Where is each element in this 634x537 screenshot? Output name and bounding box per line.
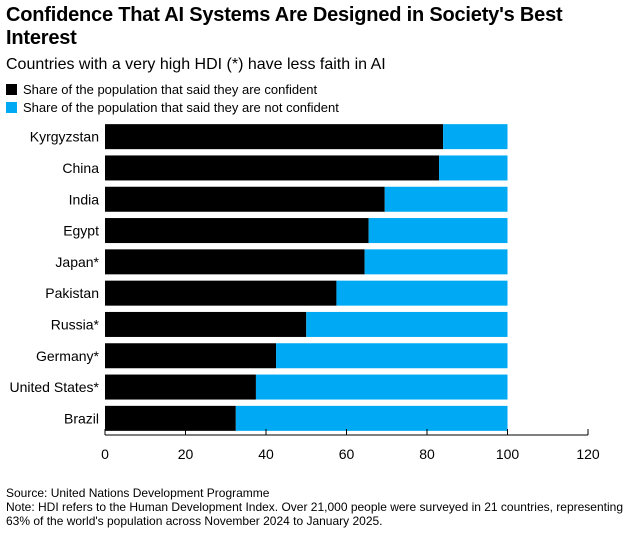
bar-confident — [105, 405, 236, 431]
legend-item-confident: Share of the population that said they a… — [6, 80, 339, 98]
x-tick-label: 60 — [339, 446, 355, 462]
bar-not-confident — [336, 280, 508, 306]
bar-not-confident — [364, 249, 508, 275]
category-label: Kyrgyzstan — [30, 129, 99, 145]
bar-not-confident — [306, 311, 508, 337]
category-label: China — [62, 160, 99, 176]
legend-item-not-confident: Share of the population that said they a… — [6, 98, 339, 116]
bar-not-confident — [255, 374, 508, 400]
legend-swatch-not-confident — [6, 101, 17, 113]
legend: Share of the population that said they a… — [6, 80, 339, 116]
bar-confident — [105, 186, 385, 212]
legend-label-confident: Share of the population that said they a… — [23, 81, 318, 97]
bar-confident — [105, 155, 440, 181]
bar-not-confident — [384, 186, 508, 212]
x-tick-label: 80 — [419, 446, 435, 462]
x-tick-label: 20 — [178, 446, 194, 462]
category-label: Egypt — [63, 223, 99, 239]
category-label: Germany* — [36, 348, 100, 364]
category-label: Pakistan — [45, 285, 99, 301]
bar-confident — [105, 249, 365, 275]
source-note: Source: United Nations Development Progr… — [6, 486, 270, 500]
category-label: Russia* — [51, 316, 100, 332]
x-tick-label: 120 — [576, 446, 600, 462]
bar-confident — [105, 311, 307, 337]
footer: Source: United Nations Development Progr… — [6, 486, 630, 528]
bar-not-confident — [276, 343, 508, 369]
legend-label-not-confident: Share of the population that said they a… — [23, 99, 339, 115]
x-tick-label: 40 — [258, 446, 274, 462]
methodology-note: Note: HDI refers to the Human Developmen… — [6, 500, 623, 528]
category-label: Brazil — [64, 410, 99, 426]
bar-not-confident — [443, 124, 508, 150]
bar-confident — [105, 374, 256, 400]
legend-swatch-confident — [6, 83, 17, 95]
bar-confident — [105, 280, 337, 306]
category-label: India — [69, 191, 100, 207]
x-tick-label: 0 — [101, 446, 109, 462]
category-label: Japan* — [55, 254, 99, 270]
x-tick-label: 100 — [496, 446, 520, 462]
chart-title: Confidence That AI Systems Are Designed … — [6, 4, 563, 49]
bar-confident — [105, 218, 369, 244]
bar-not-confident — [368, 218, 508, 244]
bar-not-confident — [439, 155, 508, 181]
bar-confident — [105, 343, 277, 369]
bar-chart: Kyrgyzstan China India Egypt Japan* Pakistan R… — [10, 124, 600, 462]
bar-confident — [105, 124, 444, 150]
chart-subtitle: Countries with a very high HDI (*) have … — [6, 56, 386, 73]
bar-not-confident — [235, 405, 508, 431]
category-label: United States* — [10, 379, 100, 395]
